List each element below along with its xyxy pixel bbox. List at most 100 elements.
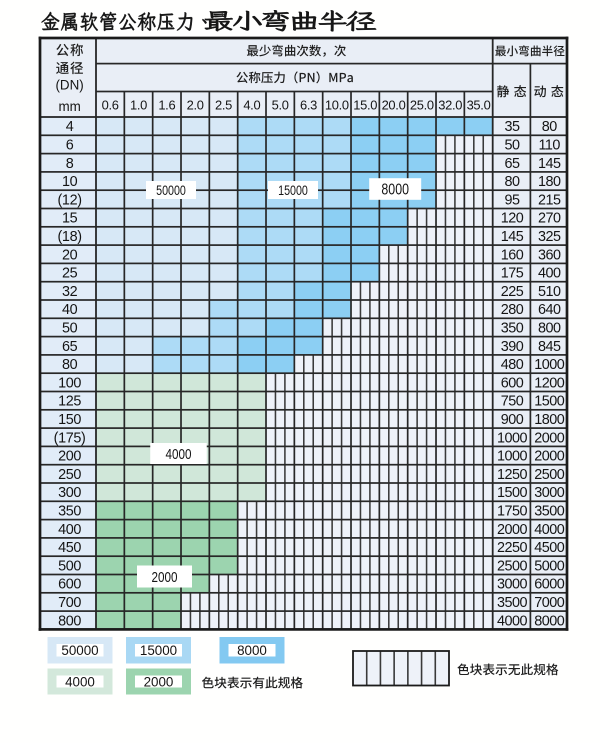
svg-text:(12): (12) [57,192,81,208]
svg-text:15.0: 15.0 [353,98,377,113]
svg-text:2000: 2000 [497,522,528,538]
svg-text:4000: 4000 [65,674,95,689]
svg-text:2500: 2500 [497,558,528,574]
svg-text:6000: 6000 [534,577,565,593]
svg-text:10.0: 10.0 [325,98,349,113]
svg-text:3000: 3000 [497,577,528,593]
svg-text:200: 200 [58,449,81,465]
svg-text:8000: 8000 [381,180,409,198]
svg-text:2000: 2000 [534,430,565,446]
svg-text:6.3: 6.3 [300,98,317,113]
svg-text:3500: 3500 [497,595,528,611]
svg-text:110: 110 [538,137,560,153]
svg-text:225: 225 [501,284,524,300]
svg-text:900: 900 [501,412,524,428]
svg-text:25: 25 [62,266,78,282]
svg-text:8000: 8000 [534,613,565,629]
svg-text:50: 50 [505,137,521,153]
svg-text:1500: 1500 [497,485,528,501]
svg-text:4000: 4000 [534,522,565,538]
svg-text:640: 640 [538,302,561,318]
svg-text:20: 20 [62,247,78,263]
svg-text:7000: 7000 [534,595,565,611]
svg-text:1500: 1500 [534,394,565,410]
svg-text:4: 4 [66,119,74,135]
svg-text:250: 250 [58,467,81,483]
svg-text:500: 500 [58,558,81,574]
svg-text:50: 50 [62,320,78,336]
svg-text:3000: 3000 [534,485,565,501]
svg-text:2000: 2000 [534,449,565,465]
svg-text:2500: 2500 [534,467,565,483]
svg-text:80: 80 [62,357,78,373]
svg-text:125: 125 [58,394,81,410]
svg-text:1750: 1750 [497,503,528,519]
svg-text:600: 600 [501,375,524,391]
svg-text:0.6: 0.6 [102,98,119,113]
svg-text:15000: 15000 [140,643,177,658]
svg-text:700: 700 [58,595,81,611]
svg-text:50000: 50000 [156,183,186,198]
svg-text:750: 750 [501,394,524,410]
svg-text:845: 845 [538,339,561,355]
svg-text:1250: 1250 [497,467,528,483]
svg-text:3500: 3500 [534,503,565,519]
svg-text:270: 270 [538,211,561,227]
svg-text:2250: 2250 [497,540,528,556]
svg-text:35.0: 35.0 [467,98,491,113]
svg-text:390: 390 [501,339,524,355]
svg-text:2.5: 2.5 [215,98,232,113]
svg-text:800: 800 [538,320,561,336]
svg-text:40: 40 [62,302,78,318]
svg-text:mm: mm [58,99,80,114]
svg-text:95: 95 [505,192,521,208]
svg-text:5000: 5000 [534,558,565,574]
svg-text:(DN): (DN) [55,77,83,92]
svg-text:145: 145 [538,156,561,172]
svg-text:65: 65 [62,339,78,355]
svg-text:400: 400 [58,522,81,538]
svg-text:8000: 8000 [237,643,267,658]
svg-text:2.0: 2.0 [187,98,204,113]
svg-text:1000: 1000 [534,357,565,373]
svg-text:4000: 4000 [497,613,528,629]
svg-text:160: 160 [501,247,524,263]
svg-text:150: 150 [58,412,81,428]
svg-text:2000: 2000 [152,569,178,586]
svg-text:15: 15 [62,211,78,227]
svg-text:1.6: 1.6 [158,98,175,113]
svg-text:800: 800 [58,613,81,629]
svg-text:(18): (18) [57,229,81,245]
svg-text:5.0: 5.0 [272,98,289,113]
svg-text:145: 145 [501,229,524,245]
svg-text:175: 175 [501,266,524,282]
svg-text:1000: 1000 [497,449,528,465]
svg-text:325: 325 [538,229,561,245]
svg-text:6: 6 [66,137,74,153]
svg-text:360: 360 [538,247,561,263]
svg-text:100: 100 [58,375,81,391]
svg-text:350: 350 [58,503,81,519]
svg-text:1.0: 1.0 [130,98,147,113]
svg-text:15000: 15000 [278,183,308,198]
svg-text:600: 600 [58,577,81,593]
svg-text:1000: 1000 [497,430,528,446]
svg-text:280: 280 [501,302,524,318]
svg-text:1800: 1800 [534,412,565,428]
svg-text:80: 80 [505,174,521,190]
svg-text:10: 10 [62,174,78,190]
svg-text:32: 32 [62,284,78,300]
svg-text:120: 120 [501,211,524,227]
svg-text:215: 215 [538,192,561,208]
svg-text:2000: 2000 [144,674,174,689]
svg-text:32.0: 32.0 [438,98,462,113]
svg-text:20.0: 20.0 [382,98,406,113]
svg-text:8: 8 [66,156,74,172]
svg-text:35: 35 [505,119,521,135]
svg-text:4000: 4000 [166,446,192,463]
svg-text:50000: 50000 [61,643,98,658]
svg-text:350: 350 [501,320,524,336]
svg-text:1200: 1200 [534,375,565,391]
svg-text:65: 65 [505,156,521,172]
svg-text:300: 300 [58,485,81,501]
